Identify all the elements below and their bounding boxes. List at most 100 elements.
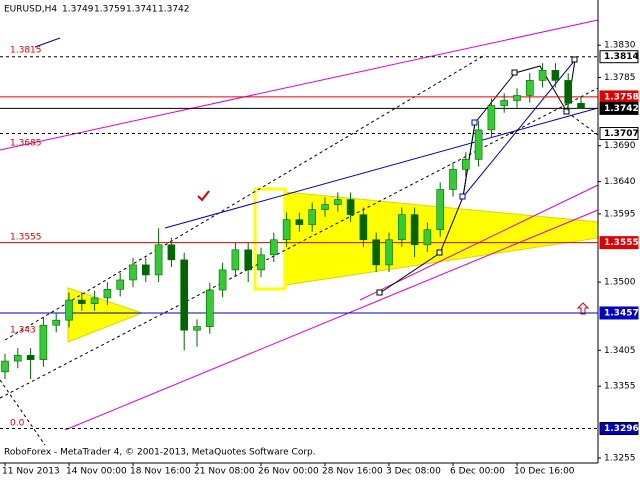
candle-body bbox=[577, 103, 585, 109]
candle-body bbox=[282, 219, 291, 241]
quote-open: 1.3749 bbox=[62, 5, 94, 15]
wave-point bbox=[511, 69, 518, 76]
wave-point bbox=[563, 108, 570, 115]
candle-body bbox=[26, 355, 35, 360]
candle-body bbox=[474, 129, 483, 160]
channel-line bbox=[0, 19, 599, 151]
candle-body bbox=[500, 100, 509, 106]
candle-body bbox=[39, 324, 48, 360]
candle-body bbox=[397, 214, 406, 241]
y-tick-label: 1.3785 bbox=[604, 73, 636, 83]
candle-body bbox=[525, 80, 534, 96]
candle-body bbox=[129, 264, 137, 281]
y-tick-label: 1.3595 bbox=[604, 209, 636, 219]
fib-label: 1.3555 bbox=[10, 233, 42, 243]
candle-body bbox=[308, 209, 317, 225]
candle-body bbox=[487, 105, 496, 131]
x-tick-label: 14 Nov 00:00 bbox=[66, 467, 127, 477]
level-label: 1.3457 bbox=[604, 308, 639, 318]
quote-low: 1.3741 bbox=[126, 5, 158, 15]
wave-point bbox=[571, 56, 578, 63]
candle-body bbox=[564, 80, 573, 104]
y-tick-label: 1.3355 bbox=[604, 382, 636, 392]
channel-line bbox=[64, 209, 599, 431]
level-label: 1.3758 bbox=[604, 92, 639, 102]
candle-body bbox=[1, 360, 9, 373]
level-label: 1.3296 bbox=[604, 424, 639, 434]
candle-body bbox=[14, 355, 22, 362]
fib-label: 1.343 bbox=[10, 326, 36, 336]
wave-point bbox=[459, 193, 466, 200]
y-tick-label: 1.3830 bbox=[604, 41, 636, 51]
candles bbox=[1, 63, 585, 380]
x-tick-label: 11 Nov 2013 bbox=[2, 467, 60, 477]
candle-body bbox=[513, 95, 521, 101]
candle-body bbox=[385, 239, 393, 266]
candle-body bbox=[142, 264, 150, 276]
projection-line bbox=[0, 379, 46, 446]
candle-body bbox=[193, 326, 201, 331]
y-tick-label: 1.3640 bbox=[604, 177, 636, 187]
levels bbox=[0, 56, 598, 430]
candle-body bbox=[372, 239, 381, 266]
y-tick-label: 1.3500 bbox=[604, 278, 636, 288]
y-tick-label: 1.3405 bbox=[604, 346, 636, 356]
candle-body bbox=[333, 199, 342, 205]
fib-label: 0.0 bbox=[10, 419, 25, 429]
quote-close: 1.3742 bbox=[158, 5, 190, 15]
candle-body bbox=[167, 244, 176, 261]
fib-label: 1.3815 bbox=[10, 46, 42, 56]
x-tick-label: 10 Dec 16:00 bbox=[514, 467, 575, 477]
candle-body bbox=[538, 70, 547, 81]
projection-line bbox=[566, 111, 599, 136]
candle-body bbox=[423, 229, 432, 246]
footer: RoboForex - MetaTrader 4, © 2001-2013, M… bbox=[4, 448, 316, 458]
fib-label: 1.3685 bbox=[10, 139, 42, 149]
candle-body bbox=[52, 319, 61, 326]
check-mark bbox=[197, 190, 210, 202]
candle-body bbox=[244, 249, 252, 271]
level-box bbox=[599, 422, 639, 436]
y-tick-label: 1.3690 bbox=[604, 141, 636, 151]
candle-body bbox=[206, 289, 214, 327]
quote-high: 1.3759 bbox=[94, 5, 126, 15]
y-tick-label: 1.3255 bbox=[604, 453, 636, 463]
level-box bbox=[599, 306, 639, 320]
level-box bbox=[599, 101, 639, 115]
trend-line bbox=[34, 37, 61, 48]
x-tick-label: 28 Nov 16:00 bbox=[322, 467, 383, 477]
x-tick-label: 6 Dec 00:00 bbox=[450, 467, 505, 477]
trend-line bbox=[164, 107, 599, 229]
level-box bbox=[599, 50, 639, 64]
wave-point bbox=[376, 289, 383, 296]
candle-body bbox=[410, 214, 419, 246]
wave-point bbox=[471, 119, 478, 126]
candle-body bbox=[90, 297, 99, 304]
level-box bbox=[599, 127, 639, 141]
candle-body bbox=[461, 159, 470, 170]
candle-body bbox=[436, 189, 445, 231]
candle-body bbox=[180, 259, 188, 331]
wave-point bbox=[436, 249, 443, 256]
symbol: EURUSD,H4 bbox=[4, 5, 57, 15]
candle-body bbox=[154, 244, 163, 276]
wave-path bbox=[379, 59, 576, 294]
x-tick-label: 18 Nov 16:00 bbox=[130, 467, 191, 477]
candle-body bbox=[321, 204, 329, 210]
candle-body bbox=[295, 219, 304, 225]
level-box bbox=[599, 236, 639, 250]
candle-body bbox=[346, 199, 355, 215]
level-label: 1.3814 bbox=[604, 52, 639, 62]
level-label: 1.3707 bbox=[604, 129, 639, 139]
candle-body bbox=[116, 279, 124, 290]
x-tick-label: 26 Nov 00:00 bbox=[258, 467, 319, 477]
candle-body bbox=[218, 269, 227, 291]
up-arrow bbox=[576, 302, 590, 315]
candle-body bbox=[359, 214, 368, 241]
level-label: 1.3742 bbox=[604, 104, 639, 114]
candle-body bbox=[103, 288, 112, 299]
x-tick-label: 3 Dec 08:00 bbox=[386, 467, 441, 477]
candle-body bbox=[257, 254, 265, 271]
level-label: 1.3555 bbox=[604, 238, 639, 248]
